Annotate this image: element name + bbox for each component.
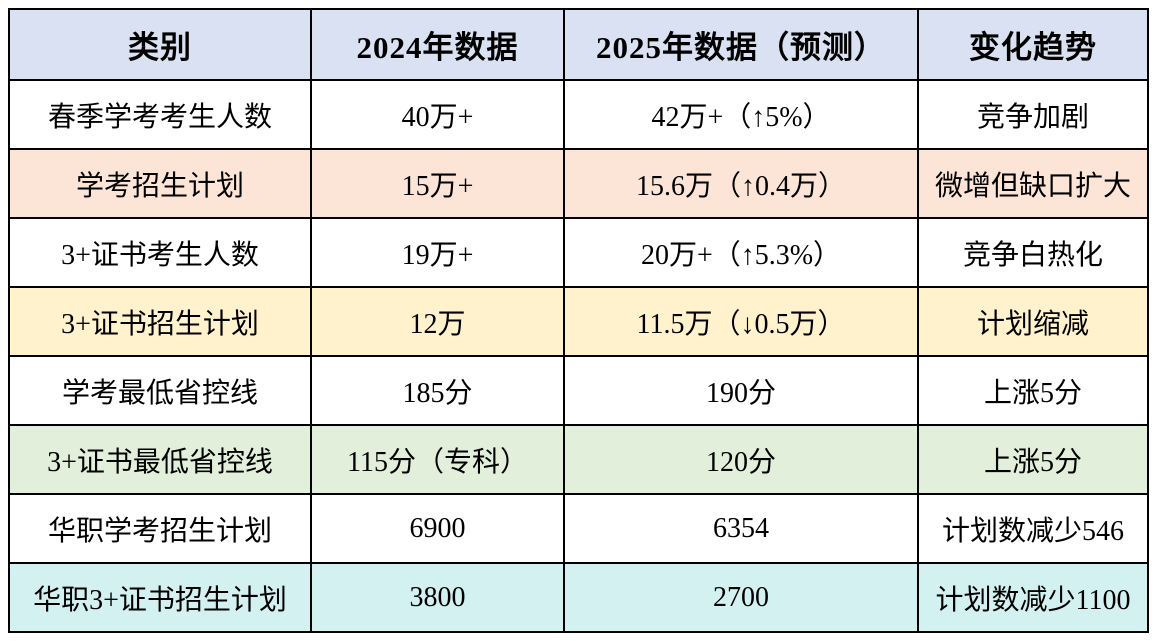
cell-2025-value: 120分 [563, 424, 919, 495]
cell-category: 3+证书考生人数 [8, 217, 312, 288]
cell-category: 学考招生计划 [8, 148, 312, 219]
table-row: 学考招生计划 15万+ 15.6万（↑0.4万） 微增但缺口扩大 [8, 148, 1149, 219]
cell-category: 3+证书最低省控线 [8, 424, 312, 495]
cell-trend: 计划数减少1100 [917, 562, 1149, 633]
cell-trend: 竞争加剧 [917, 79, 1149, 150]
cell-2024-value: 15万+ [310, 148, 565, 219]
cell-trend: 上涨5分 [917, 355, 1149, 426]
cell-2024-value: 40万+ [310, 79, 565, 150]
cell-category: 华职3+证书招生计划 [8, 562, 312, 633]
table-row: 3+证书考生人数 19万+ 20万+（↑5.3%） 竞争白热化 [8, 217, 1149, 288]
header-cell-trend: 变化趋势 [917, 8, 1149, 81]
cell-2024-value: 6900 [310, 493, 565, 564]
cell-2025-value: 2700 [563, 562, 919, 633]
cell-trend: 计划缩减 [917, 286, 1149, 357]
table-row: 3+证书最低省控线 115分（专科） 120分 上涨5分 [8, 424, 1149, 495]
header-cell-2024-data: 2024年数据 [310, 8, 565, 81]
exam-data-table: 类别 2024年数据 2025年数据（预测） 变化趋势 春季学考考生人数 40万… [8, 8, 1149, 633]
cell-trend: 上涨5分 [917, 424, 1149, 495]
cell-2025-value: 42万+（↑5%） [563, 79, 919, 150]
table-header: 类别 2024年数据 2025年数据（预测） 变化趋势 [8, 8, 1149, 81]
cell-2025-value: 15.6万（↑0.4万） [563, 148, 919, 219]
cell-trend: 竞争白热化 [917, 217, 1149, 288]
cell-2024-value: 3800 [310, 562, 565, 633]
table-row: 学考最低省控线 185分 190分 上涨5分 [8, 355, 1149, 426]
table-row: 春季学考考生人数 40万+ 42万+（↑5%） 竞争加剧 [8, 79, 1149, 150]
header-row: 类别 2024年数据 2025年数据（预测） 变化趋势 [8, 8, 1149, 81]
cell-2025-value: 190分 [563, 355, 919, 426]
cell-2025-value: 20万+（↑5.3%） [563, 217, 919, 288]
cell-category: 华职学考招生计划 [8, 493, 312, 564]
cell-2024-value: 19万+ [310, 217, 565, 288]
cell-category: 春季学考考生人数 [8, 79, 312, 150]
header-cell-2025-forecast: 2025年数据（预测） [563, 8, 919, 81]
table-row: 华职学考招生计划 6900 6354 计划数减少546 [8, 493, 1149, 564]
header-cell-category: 类别 [8, 8, 312, 81]
cell-2025-value: 11.5万（↓0.5万） [563, 286, 919, 357]
cell-trend: 计划数减少546 [917, 493, 1149, 564]
table-row: 华职3+证书招生计划 3800 2700 计划数减少1100 [8, 562, 1149, 633]
cell-2024-value: 115分（专科） [310, 424, 565, 495]
cell-2024-value: 185分 [310, 355, 565, 426]
cell-trend: 微增但缺口扩大 [917, 148, 1149, 219]
table-body: 春季学考考生人数 40万+ 42万+（↑5%） 竞争加剧 学考招生计划 15万+… [8, 79, 1149, 633]
table-row: 3+证书招生计划 12万 11.5万（↓0.5万） 计划缩减 [8, 286, 1149, 357]
cell-category: 学考最低省控线 [8, 355, 312, 426]
cell-category: 3+证书招生计划 [8, 286, 312, 357]
cell-2025-value: 6354 [563, 493, 919, 564]
cell-2024-value: 12万 [310, 286, 565, 357]
